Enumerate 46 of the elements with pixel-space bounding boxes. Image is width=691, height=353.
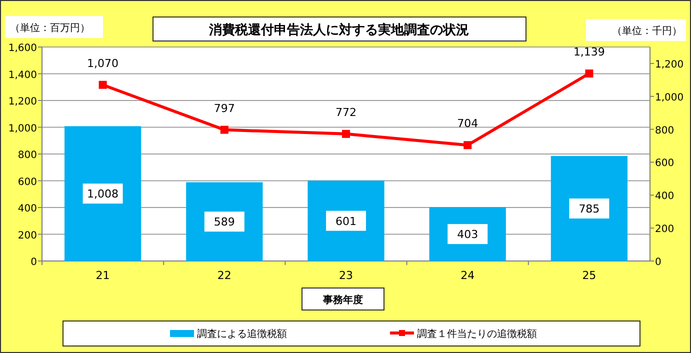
bar: [186, 182, 263, 261]
y2-tick-label: 0: [655, 257, 662, 268]
data-label: 1,070: [87, 56, 119, 70]
bar: [308, 180, 384, 261]
data-label: 797: [214, 102, 235, 115]
y-tick-label: 600: [18, 176, 37, 188]
y-axis-title: （単位：百万円）: [10, 22, 90, 34]
bar: [550, 156, 628, 261]
x-axis-title: 事務年度: [322, 294, 363, 306]
y-tick-label: 1,600: [8, 43, 37, 54]
y-tick-label: 400: [18, 204, 37, 214]
data-label: 589: [214, 216, 235, 229]
legend-label: 調査による追徴税額: [197, 328, 287, 340]
y-tick-label: 1,200: [8, 96, 37, 108]
data-label: 704: [457, 117, 478, 130]
point: [464, 141, 472, 150]
data-label: 403: [457, 228, 478, 242]
y-tick-label: 1,400: [8, 70, 37, 81]
point: [342, 130, 350, 138]
y-tick-label: 200: [18, 230, 37, 242]
y2-tick-label: 200: [655, 224, 674, 236]
x-tick-label: 21: [96, 269, 110, 282]
x-tick-label: 23: [339, 269, 353, 282]
y2-tick-label: 600: [655, 158, 674, 170]
legend-label: 調査１件当たりの追徴税額: [417, 328, 537, 340]
point: [98, 80, 107, 89]
y2-tick-label: 800: [655, 125, 674, 136]
y2-tick-label: 1,200: [655, 59, 684, 70]
x-tick-label: 24: [460, 269, 475, 282]
data-label: 1,139: [573, 46, 605, 59]
point: [220, 126, 228, 134]
y-tick-label: 1,000: [8, 123, 37, 134]
y-tick-label: 800: [18, 150, 37, 161]
y2-axis-title: （単位：千円）: [612, 25, 682, 37]
point: [585, 70, 594, 78]
chart-title: 消費税還付申告法人に対する実地調査の状況: [208, 22, 469, 38]
y-tick-label: 0: [30, 257, 37, 268]
data-label: 601: [336, 214, 356, 228]
x-tick-label: 22: [217, 269, 232, 282]
y2-tick-label: 1,000: [655, 92, 684, 104]
bar: [64, 126, 142, 261]
data-label: 772: [336, 106, 356, 119]
y2-tick-label: 400: [655, 191, 674, 202]
x-tick-label: 25: [582, 269, 596, 282]
data-label: 785: [578, 202, 600, 216]
data-label: 1,008: [87, 188, 119, 201]
